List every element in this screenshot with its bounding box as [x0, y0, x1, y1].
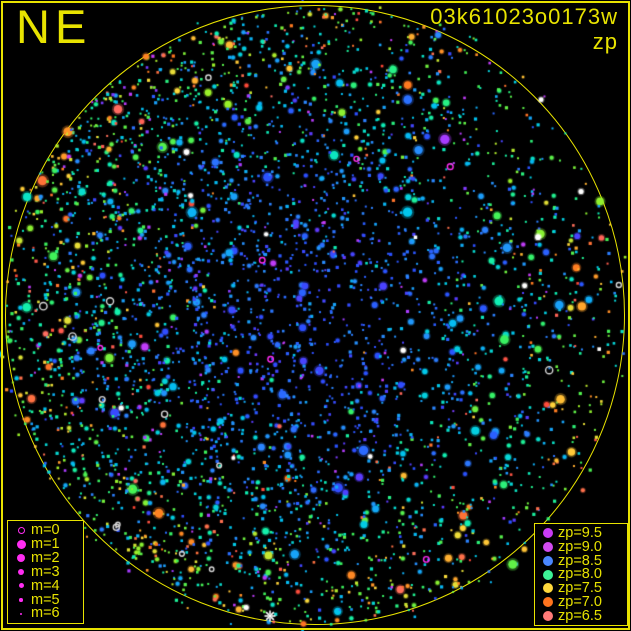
title-block: 03k61023o0173w zp — [430, 6, 618, 53]
magnitude-marker-cell — [11, 539, 31, 549]
zeropoint-marker-icon — [543, 542, 553, 552]
legend-item: m=6 — [11, 605, 80, 622]
legend-label: m=0 — [31, 522, 60, 539]
legend-label: m=4 — [31, 577, 60, 594]
legend-label: m=6 — [31, 605, 60, 622]
zeropoint-marker-icon — [543, 597, 553, 607]
magnitude-marker-icon — [17, 526, 25, 534]
legend-label: zp=9.0 — [558, 538, 602, 555]
magnitude-marker-icon — [19, 598, 23, 602]
legend-item: m=2 — [11, 549, 80, 566]
magnitude-marker-cell — [11, 526, 31, 534]
zeropoint-marker-icon — [543, 528, 553, 539]
magnitude-marker-cell — [11, 568, 31, 576]
zeropoint-marker-icon — [543, 569, 553, 580]
legend-item: m=3 — [11, 563, 80, 580]
magnitude-marker-icon — [16, 539, 26, 549]
legend-label: zp=8.5 — [558, 552, 602, 569]
legend-label: m=2 — [31, 549, 60, 566]
legend-item: zp=6.5 — [538, 607, 624, 624]
exposure-title: 03k61023o0173w — [430, 4, 618, 29]
legend-item: m=1 — [11, 536, 80, 552]
legend-item: zp=8.0 — [538, 566, 624, 583]
legend-item: zp=9.5 — [538, 525, 624, 541]
legend-item: zp=8.5 — [538, 552, 624, 569]
legend-item: zp=7.0 — [538, 593, 624, 610]
zeropoint-marker-cell — [538, 569, 558, 580]
zeropoint-marker-icon — [543, 583, 553, 594]
legend-item: m=5 — [11, 591, 80, 608]
legend-item: m=0 — [11, 522, 80, 539]
magnitude-marker-icon — [17, 554, 25, 563]
magnitude-marker-cell — [11, 612, 31, 615]
legend-label: m=5 — [31, 591, 60, 608]
legend-item: m=4 — [11, 577, 80, 594]
magnitude-marker-icon — [17, 568, 25, 576]
legend-label: zp=9.5 — [558, 525, 602, 541]
zeropoint-marker-cell — [538, 555, 558, 566]
zeropoint-marker-cell — [538, 597, 558, 607]
zeropoint-legend: zp=9.5 zp=9.0 zp=8.5 zp=8.0 zp=7.5 zp=7.0 zp=6… — [534, 523, 628, 626]
legend-label: zp=6.5 — [558, 607, 602, 624]
zeropoint-marker-cell — [538, 583, 558, 594]
magnitude-marker-cell — [11, 583, 31, 589]
orientation-label: NE — [16, 0, 92, 53]
magnitude-marker-icon — [18, 583, 24, 589]
legend-label: m=3 — [31, 563, 60, 580]
zeropoint-marker-cell — [538, 542, 558, 552]
magnitude-marker-icon — [20, 612, 22, 615]
legend-label: zp=7.5 — [558, 580, 602, 596]
zeropoint-marker-icon — [543, 610, 553, 621]
mode-label: zp — [592, 29, 618, 54]
legend-label: zp=8.0 — [558, 566, 602, 583]
legend-item: zp=7.5 — [538, 580, 624, 596]
magnitude-marker-cell — [11, 554, 31, 563]
legend-label: zp=7.0 — [558, 593, 602, 610]
zeropoint-marker-cell — [538, 610, 558, 621]
zeropoint-marker-cell — [538, 528, 558, 539]
magnitude-marker-cell — [11, 598, 31, 602]
legend-item: zp=9.0 — [538, 538, 624, 555]
legend-label: m=1 — [31, 536, 60, 552]
zeropoint-marker-icon — [543, 555, 553, 566]
magnitude-legend: m=0 m=1 m=2 m=3 m=4 m=5 m=6 — [7, 520, 84, 624]
